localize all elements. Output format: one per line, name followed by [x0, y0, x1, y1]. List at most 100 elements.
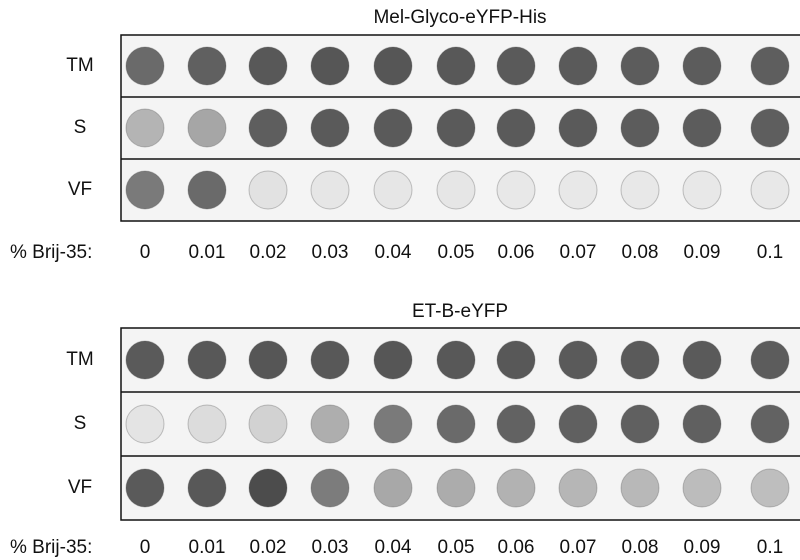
row-label: TM	[66, 349, 93, 370]
dot	[311, 341, 349, 379]
dot	[751, 469, 789, 507]
dot	[751, 405, 789, 443]
x-value: 0.05	[438, 537, 475, 558]
x-value: 0.04	[375, 537, 412, 558]
dot	[374, 109, 412, 147]
dot	[559, 109, 597, 147]
dot	[621, 109, 659, 147]
dot	[311, 405, 349, 443]
dot	[188, 171, 226, 209]
dot	[437, 47, 475, 85]
dot	[249, 405, 287, 443]
dot	[683, 47, 721, 85]
x-value: 0.02	[250, 537, 287, 558]
x-value: 0.1	[757, 242, 783, 263]
x-value: 0.09	[684, 537, 721, 558]
row-label: S	[74, 117, 87, 138]
x-value: 0.03	[312, 537, 349, 558]
x-value: 0.04	[375, 242, 412, 263]
dot	[497, 171, 535, 209]
dot	[188, 109, 226, 147]
dot	[311, 469, 349, 507]
x-value: 0.1	[757, 537, 783, 558]
dot	[559, 341, 597, 379]
dot	[559, 469, 597, 507]
dot	[437, 109, 475, 147]
dot	[497, 469, 535, 507]
dot	[751, 47, 789, 85]
panel-title: Mel-Glyco-eYFP-His	[373, 7, 546, 28]
dot	[126, 469, 164, 507]
dot	[497, 341, 535, 379]
dot	[374, 469, 412, 507]
row-label: VF	[68, 179, 92, 200]
x-value: 0.07	[560, 537, 597, 558]
x-value: 0.03	[312, 242, 349, 263]
dot	[751, 341, 789, 379]
dot	[249, 341, 287, 379]
row-label: S	[74, 413, 87, 434]
x-value: 0.08	[622, 242, 659, 263]
dot	[683, 171, 721, 209]
dot	[188, 405, 226, 443]
dot	[249, 171, 287, 209]
dot	[559, 171, 597, 209]
x-value: 0.09	[684, 242, 721, 263]
x-label: % Brij-35:	[10, 242, 92, 263]
dot	[621, 469, 659, 507]
dot	[621, 47, 659, 85]
dot	[559, 405, 597, 443]
x-value: 0.01	[189, 537, 226, 558]
dot	[559, 47, 597, 85]
dot	[437, 469, 475, 507]
x-value: 0.01	[189, 242, 226, 263]
dot	[374, 405, 412, 443]
x-value: 0.07	[560, 242, 597, 263]
dot	[621, 341, 659, 379]
dot	[249, 47, 287, 85]
x-value: 0.06	[498, 537, 535, 558]
dot	[751, 171, 789, 209]
figure: Mel-Glyco-eYFP-His TM S VF % Brij-35: 0 0.01 0.…	[0, 0, 800, 560]
x-value: 0.06	[498, 242, 535, 263]
dot	[437, 405, 475, 443]
dot	[374, 171, 412, 209]
dot	[311, 171, 349, 209]
dot	[751, 109, 789, 147]
dot	[126, 405, 164, 443]
row-label: TM	[66, 55, 93, 76]
dot	[126, 341, 164, 379]
dot	[683, 341, 721, 379]
dot	[374, 341, 412, 379]
dot	[249, 469, 287, 507]
dot	[188, 341, 226, 379]
x-value: 0.08	[622, 537, 659, 558]
dot	[437, 341, 475, 379]
dot	[683, 109, 721, 147]
x-value: 0.02	[250, 242, 287, 263]
dot	[374, 47, 412, 85]
dot	[188, 469, 226, 507]
row-label: VF	[68, 477, 92, 498]
x-value: 0	[140, 242, 151, 263]
dot	[497, 109, 535, 147]
dot	[126, 47, 164, 85]
dot	[497, 47, 535, 85]
dot	[437, 171, 475, 209]
dot	[683, 469, 721, 507]
x-value: 0.05	[438, 242, 475, 263]
dot	[311, 47, 349, 85]
dot	[188, 47, 226, 85]
dot	[683, 405, 721, 443]
panel-title: ET-B-eYFP	[412, 301, 508, 322]
dot	[621, 171, 659, 209]
dot	[497, 405, 535, 443]
dot	[311, 109, 349, 147]
dot	[621, 405, 659, 443]
dot	[126, 109, 164, 147]
dot	[126, 171, 164, 209]
page: {"panels": [ {"title": "Mel-Glyco-eYFP-H…	[0, 0, 800, 560]
x-label: % Brij-35:	[10, 537, 92, 558]
x-value: 0	[140, 537, 151, 558]
dot	[249, 109, 287, 147]
